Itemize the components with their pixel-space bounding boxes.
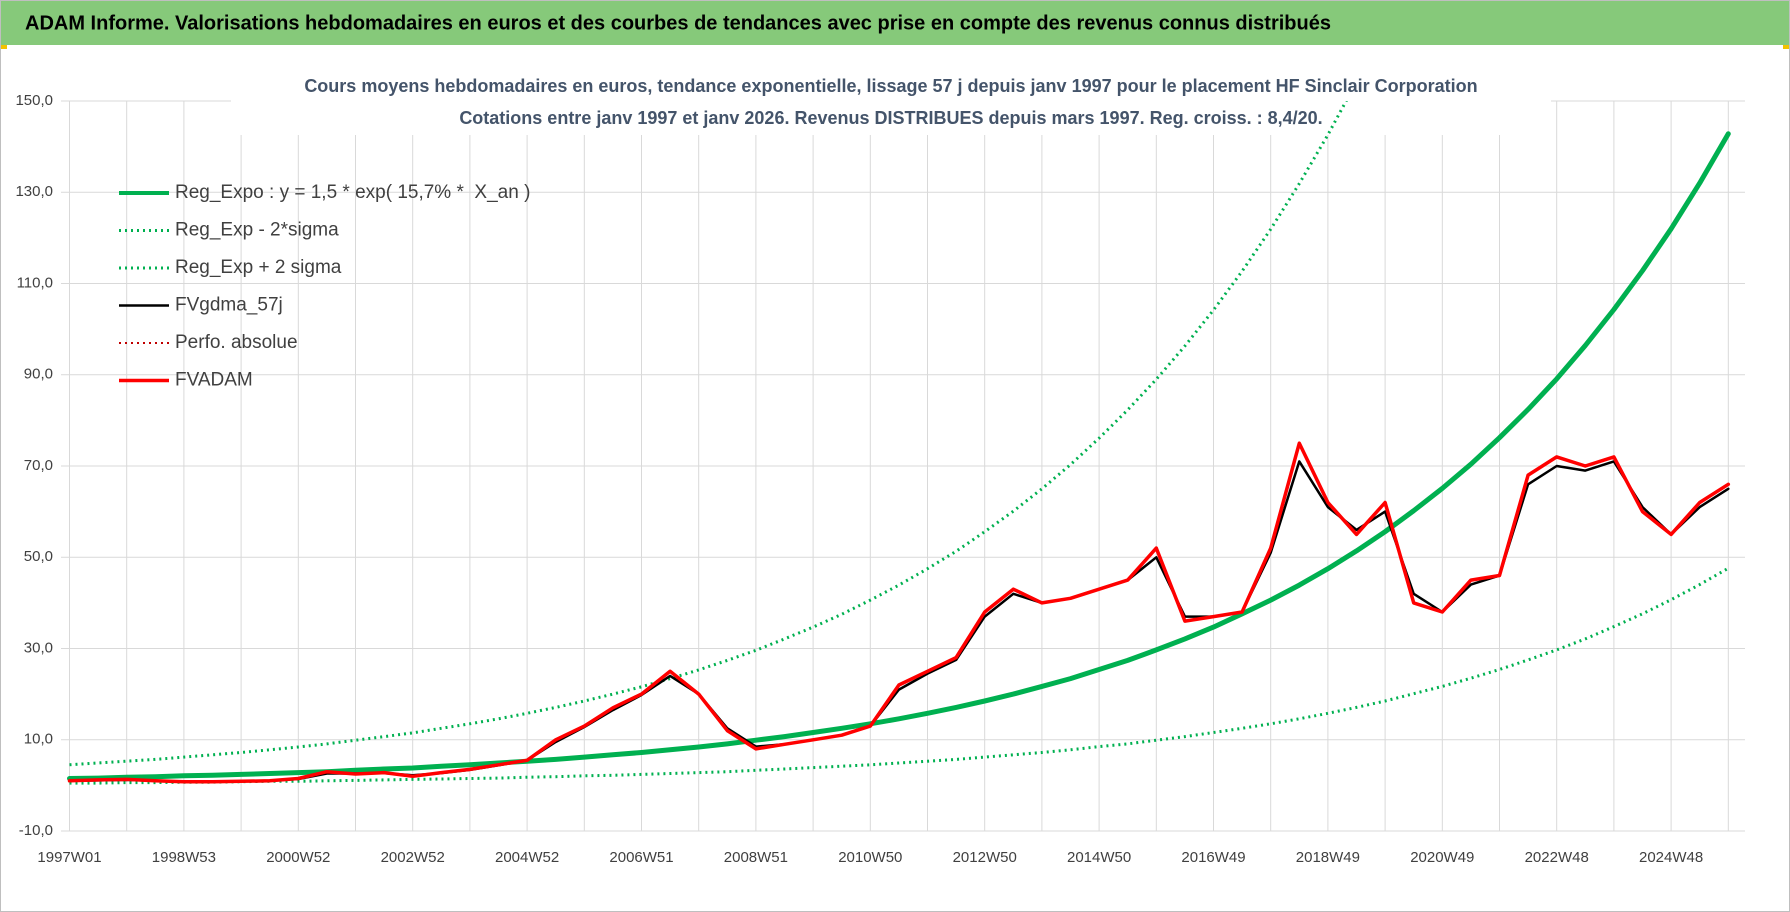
legend-label: FVADAM (175, 370, 253, 391)
corner (1, 45, 7, 49)
legend-label: FVgdma_57j (175, 295, 283, 316)
x-tick-label: 2006W51 (609, 849, 673, 866)
x-tick-label: 2014W50 (1067, 849, 1131, 866)
y-tick-label: 50,0 (24, 548, 53, 565)
x-tick-label: 2018W49 (1296, 849, 1360, 866)
y-tick-label: -10,0 (19, 822, 53, 839)
x-tick-label: 2020W49 (1410, 849, 1474, 866)
series-line (67, 131, 1731, 781)
grid: -10,0 10,0 30,0 50,0 70,0 90,0 110,0 130,0 150,0… (15, 92, 1745, 866)
legend-label: Reg_Exp - 2*sigma (175, 220, 339, 241)
legend: Reg_Expo : y = 1,5 * exp( 15,7% * X_an )… (119, 182, 530, 391)
chart-title: Cours moyens hebdomadaires en euros, ten… (304, 76, 1477, 96)
y-tick-label: 70,0 (24, 457, 53, 474)
title-background (231, 71, 1551, 135)
y-tick-label: 110,0 (17, 274, 53, 291)
x-tick-label: 2000W52 (266, 849, 330, 866)
x-tick-label: 2016W49 (1181, 849, 1245, 866)
x-tick-label: 1997W01 (37, 849, 101, 866)
series-line (69, 566, 1730, 785)
series-line (69, 442, 1729, 783)
series-line (68, 460, 1730, 783)
corner (1783, 45, 1789, 49)
x-tick-label: 2002W52 (381, 849, 445, 866)
x-tick-label: 1998W53 (152, 849, 216, 866)
series-line (69, 101, 1348, 767)
header-band (1, 1, 1789, 45)
x-tick-label: 2022W48 (1525, 849, 1589, 866)
legend-label: Perfo. absolue (175, 332, 298, 353)
x-tick-label: 2010W50 (838, 849, 902, 866)
legend-label: Reg_Exp + 2 sigma (175, 257, 342, 278)
legend-label: Reg_Expo : y = 1,5 * exp( 15,7% * X_an ) (175, 182, 530, 203)
y-tick-label: 30,0 (24, 639, 53, 656)
x-tick-label: 2004W52 (495, 849, 559, 866)
chart-subtitle: Cotations entre janv 1997 et janv 2026. … (459, 108, 1322, 128)
y-tick-label: 10,0 (24, 731, 53, 748)
y-tick-label: 130,0 (15, 183, 53, 200)
y-tick-label: 150,0 (15, 92, 53, 109)
plot (67, 101, 1731, 785)
x-tick-label: 2012W50 (953, 849, 1017, 866)
x-tick-label: 2024W48 (1639, 849, 1703, 866)
x-tick-label: 2008W51 (724, 849, 788, 866)
series-line (67, 441, 1731, 784)
y-tick-label: 90,0 (24, 366, 53, 383)
header-title: ADAM Informe. Valorisations hebdomadaire… (25, 12, 1331, 34)
